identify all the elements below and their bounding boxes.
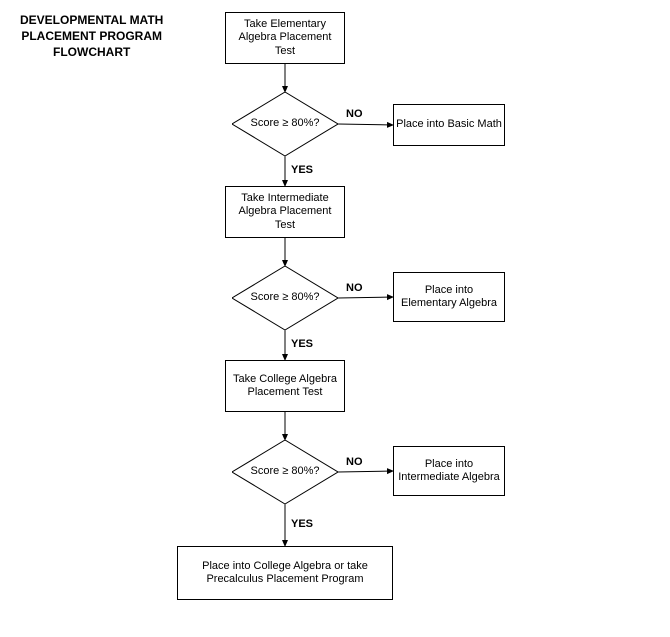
edge-label-yes: YES <box>291 338 313 350</box>
flow-node-n2: Take Intermediate Algebra Placement Test <box>225 186 345 238</box>
flow-node-n1: Take Elementary Algebra Placement Test <box>225 12 345 64</box>
flow-node-r2: Place into Elementary Algebra <box>393 272 505 322</box>
flow-decision-d1: Score ≥ 80%? <box>232 92 338 156</box>
chart-title: DEVELOPMENTAL MATH PLACEMENT PROGRAM FLO… <box>20 12 163 61</box>
edge-label-yes: YES <box>291 518 313 530</box>
flow-decision-d2: Score ≥ 80%? <box>232 266 338 330</box>
flow-decision-d3: Score ≥ 80%? <box>232 440 338 504</box>
flow-node-r3: Place into Intermediate Algebra <box>393 446 505 496</box>
edge-label-no: NO <box>346 282 363 294</box>
edge-label-no: NO <box>346 108 363 120</box>
edge-label-no: NO <box>346 456 363 468</box>
flow-node-n4: Place into College Algebra or take Preca… <box>177 546 393 600</box>
flow-node-n3: Take College Algebra Placement Test <box>225 360 345 412</box>
flow-node-r1: Place into Basic Math <box>393 104 505 146</box>
edge-label-yes: YES <box>291 164 313 176</box>
flowchart-canvas: DEVELOPMENTAL MATH PLACEMENT PROGRAM FLO… <box>0 0 670 637</box>
